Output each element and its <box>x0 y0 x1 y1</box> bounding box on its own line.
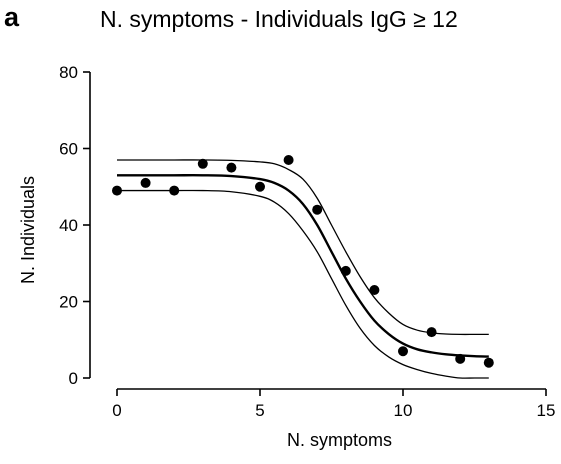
data-point <box>312 204 323 215</box>
data-point <box>197 158 208 169</box>
y-axis-label: N. Individuals <box>18 176 38 284</box>
fit-curve <box>117 174 489 358</box>
x-axis-label: N. symptoms <box>287 430 392 450</box>
data-points <box>112 154 494 368</box>
data-point <box>283 154 294 165</box>
data-point <box>140 177 151 188</box>
y-tick-label: 0 <box>69 369 78 388</box>
x-tick-label: 0 <box>112 401 121 420</box>
axes: 0 20 40 60 80 0 5 10 15 <box>59 63 555 420</box>
y-tick-label: 40 <box>59 216 78 235</box>
data-point <box>340 265 351 276</box>
data-point <box>483 357 494 368</box>
data-point <box>255 181 265 192</box>
fit-curves <box>117 159 489 379</box>
y-tick-label: 60 <box>59 140 78 159</box>
chart-title: N. symptoms - Individuals IgG ≥ 12 <box>100 6 458 32</box>
data-point <box>398 346 408 357</box>
data-point <box>169 185 180 196</box>
y-tick-label: 80 <box>59 63 78 82</box>
panel-letter: a <box>4 2 20 32</box>
data-point <box>112 185 122 196</box>
lower-ci-curve <box>117 189 489 379</box>
x-tick-label: 15 <box>537 401 556 420</box>
data-point <box>426 327 437 338</box>
data-point <box>226 162 237 173</box>
x-tick-label: 5 <box>255 401 264 420</box>
x-tick-label: 10 <box>394 401 413 420</box>
data-point <box>369 285 380 296</box>
data-point <box>455 353 466 364</box>
y-tick-label: 20 <box>59 293 78 312</box>
upper-ci-curve <box>117 159 489 336</box>
